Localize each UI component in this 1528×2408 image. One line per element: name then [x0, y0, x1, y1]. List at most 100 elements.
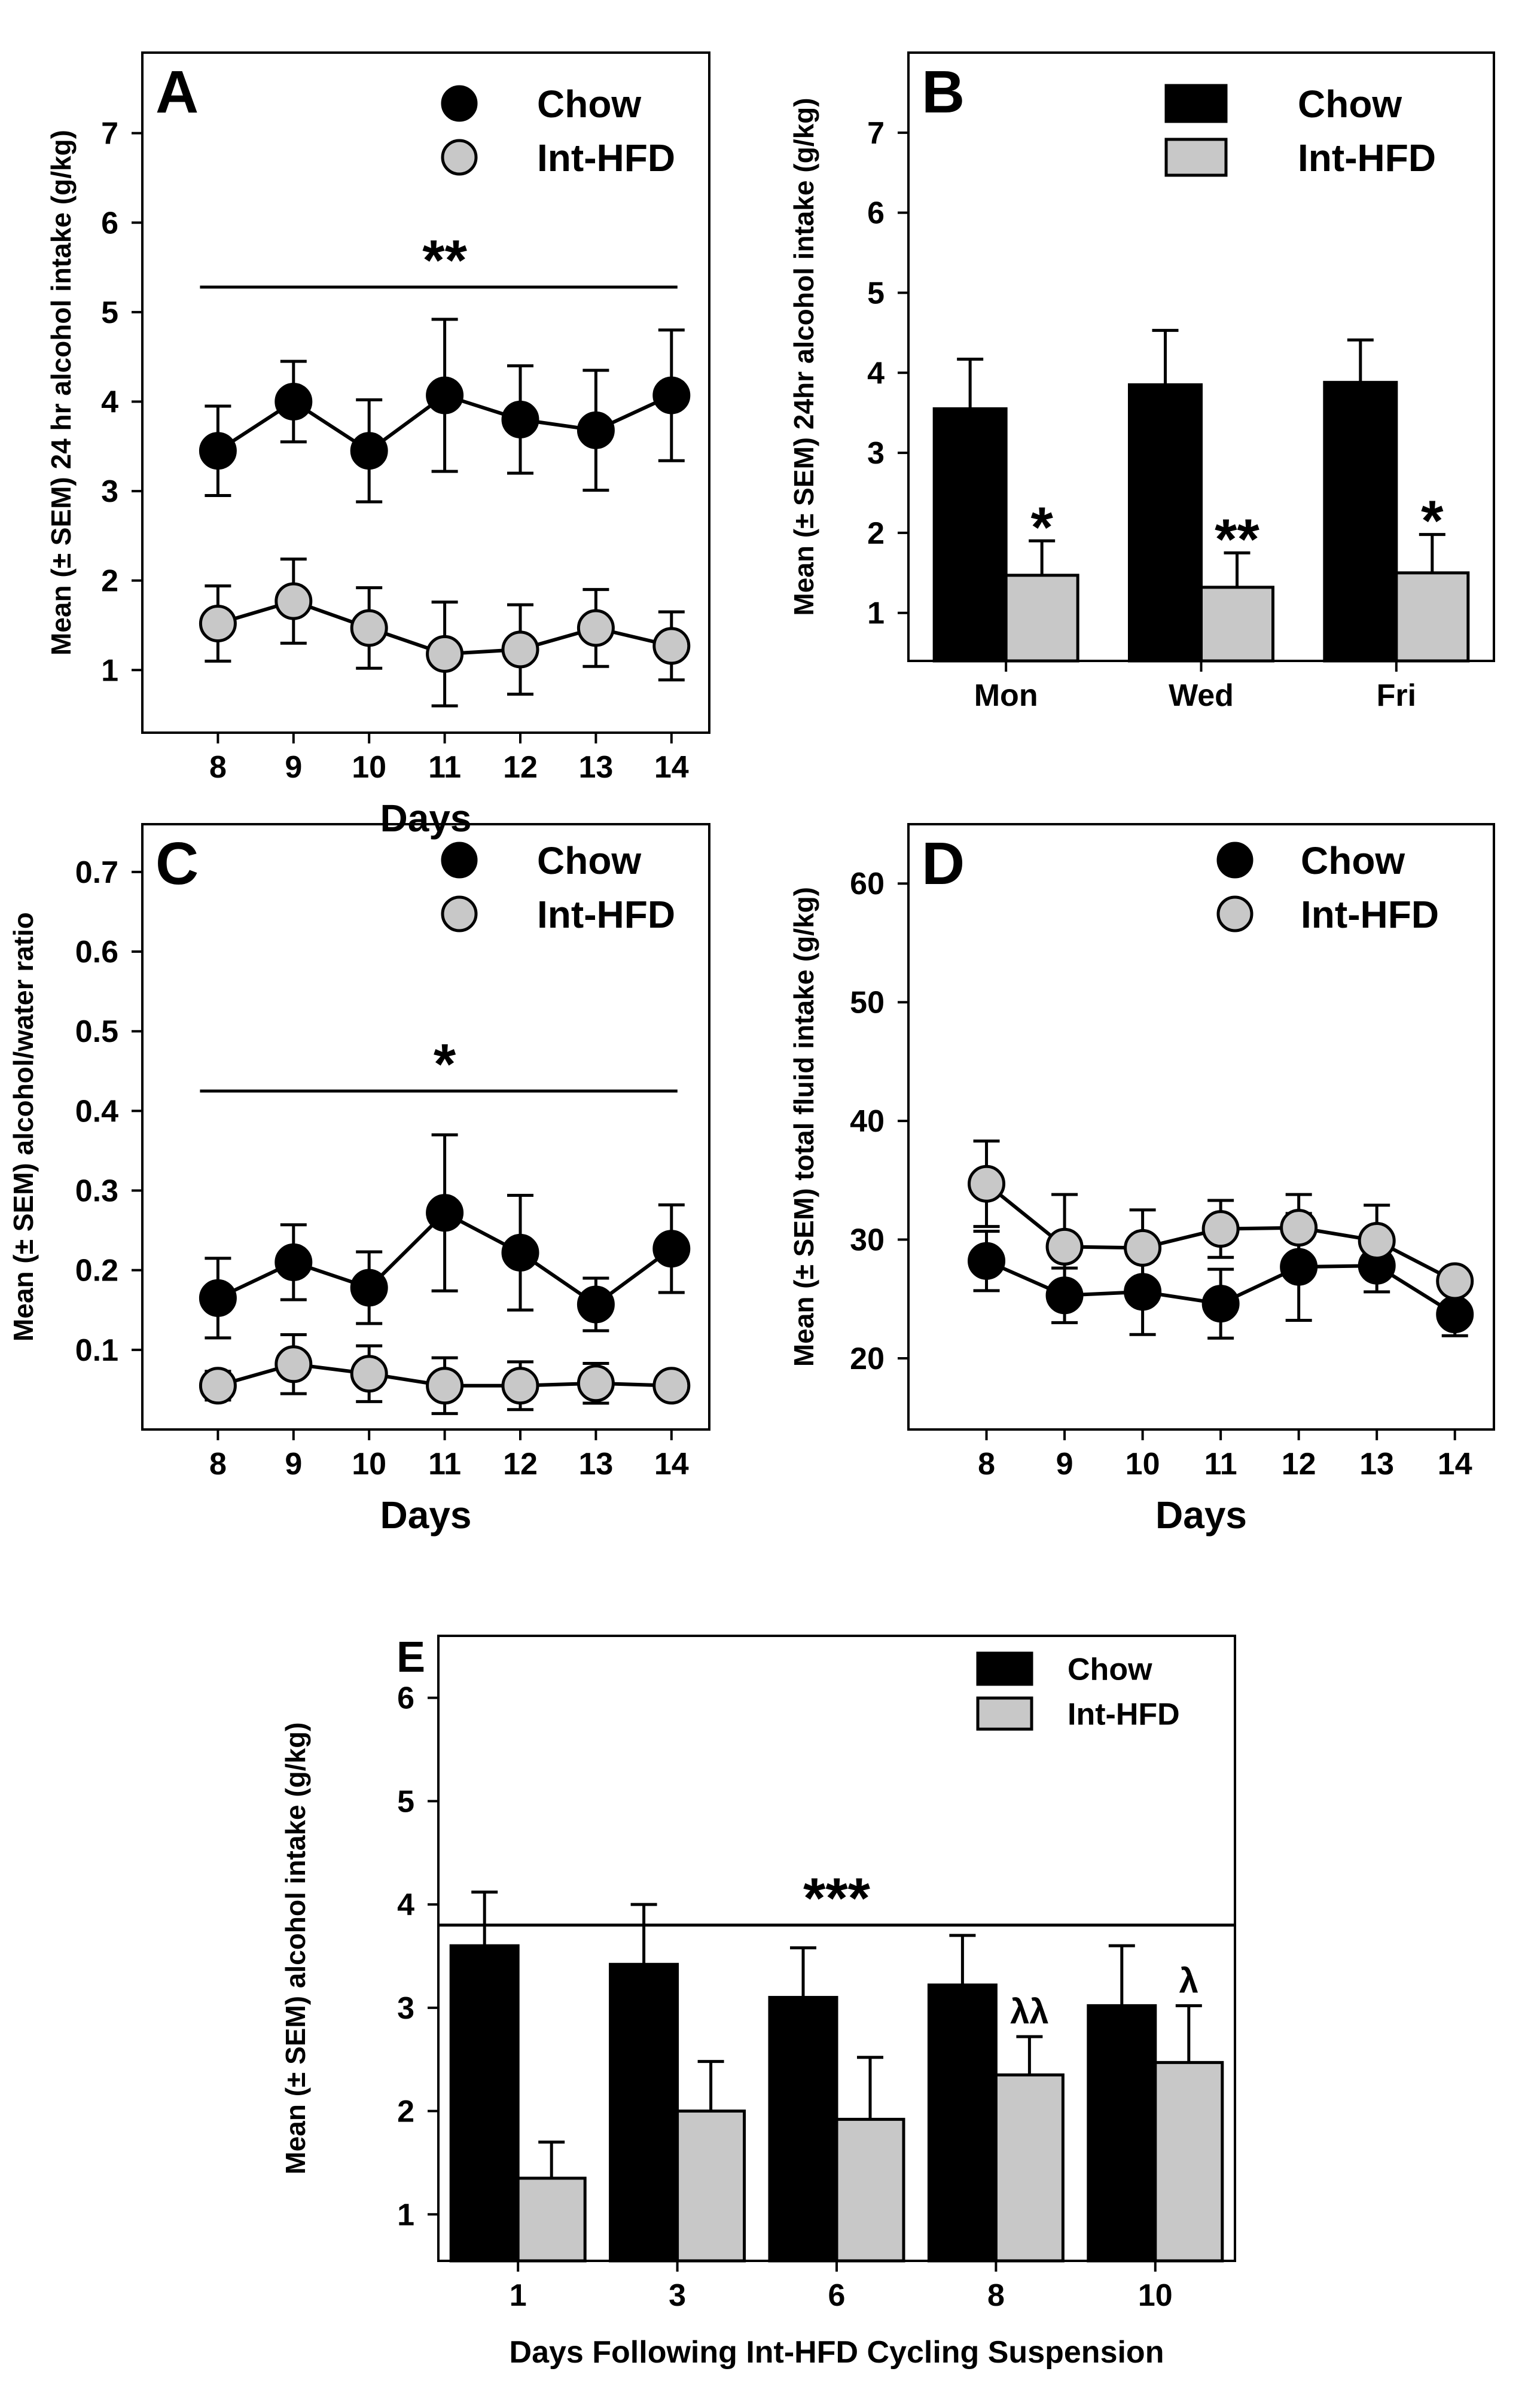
data-point — [350, 609, 388, 647]
x-tick-label: 3 — [669, 2278, 686, 2313]
series-int-hfd — [516, 2004, 1224, 2263]
y-tick-label: 50 — [850, 986, 885, 1020]
data-point — [1201, 1210, 1240, 1248]
legend-marker-chow — [1216, 842, 1253, 879]
y-tick-label: 4 — [101, 385, 118, 419]
data-point — [652, 1230, 691, 1268]
annotation-label: * — [1421, 489, 1444, 553]
x-tick-label: 10 — [352, 1447, 386, 1482]
data-point — [426, 376, 464, 414]
y-tick-label: 3 — [867, 436, 885, 471]
y-tick-label: 20 — [850, 1342, 885, 1376]
data-point — [1045, 1227, 1084, 1266]
x-tick-label: Mon — [974, 678, 1038, 713]
bar — [994, 2073, 1065, 2263]
data-point — [577, 1364, 615, 1403]
data-point — [1201, 1285, 1240, 1323]
y-tick-label: 3 — [397, 1991, 414, 2026]
data-point — [577, 609, 615, 647]
x-tick-label: 6 — [828, 2278, 846, 2313]
significance-label: ** — [422, 228, 467, 292]
series-int-hfd — [968, 1139, 1474, 1301]
y-tick-label: 7 — [867, 116, 885, 151]
panel-label: E — [397, 1633, 425, 1681]
panel-e: 1 2 3 4 5 6 1 3 6 8 10 Days Following Int-HFD Cycli… — [280, 1633, 1236, 2370]
y-tick-label: 1 — [867, 596, 885, 631]
data-point — [199, 1279, 237, 1317]
data-point — [1436, 1262, 1474, 1300]
panel-b: 1 2 3 4 5 6 7 Mon Wed Fri Mean (± SEM) 24hr alcoho… — [788, 51, 1495, 713]
data-point — [1436, 1296, 1474, 1334]
x-axis-title: Days — [380, 797, 472, 840]
x-tick-label: 12 — [503, 1447, 538, 1482]
panel-label: D — [922, 830, 965, 897]
y-tick-label: 40 — [850, 1104, 885, 1139]
y-tick-label: 0.5 — [75, 1014, 118, 1049]
y-tick-label: 30 — [850, 1223, 885, 1258]
data-point — [350, 1269, 388, 1307]
legend-label: Int-HFD — [1068, 1697, 1180, 1732]
legend-marker-int-hfd — [441, 895, 478, 932]
legend-label: Int-HFD — [1298, 136, 1436, 179]
legend-label: Chow — [537, 839, 641, 882]
x-tick-label: 11 — [1204, 1447, 1237, 1482]
data-point — [275, 1243, 313, 1281]
legend-swatch-int-hfd — [1164, 138, 1228, 177]
data-point — [199, 432, 237, 470]
legend-label: Chow — [1301, 839, 1405, 882]
x-tick-label: 14 — [654, 750, 689, 785]
data-point — [501, 1367, 539, 1405]
data-point — [968, 1165, 1006, 1203]
legend-label: Chow — [1298, 83, 1402, 126]
data-point — [1358, 1221, 1396, 1260]
series-chow — [449, 1890, 1157, 2263]
y-tick-label: 0.1 — [75, 1333, 118, 1368]
data-point — [577, 1285, 615, 1324]
x-tick-label: 12 — [503, 750, 538, 785]
y-tick-label: 2 — [101, 564, 118, 599]
y-tick-label: 0.3 — [75, 1174, 118, 1209]
panel-label: B — [922, 59, 965, 126]
y-tick-label: 4 — [397, 1888, 414, 1922]
y-axis-title: Mean (± SEM) alcohol/water ratio — [8, 912, 39, 1342]
significance-label: * — [434, 1032, 456, 1096]
y-tick-label: 6 — [867, 196, 885, 231]
y-tick-label: 2 — [867, 516, 885, 551]
legend-marker-chow — [441, 85, 478, 122]
x-tick-label: 10 — [1126, 1447, 1160, 1482]
legend-label: Chow — [1068, 1653, 1152, 1687]
y-tick-label: 0.6 — [75, 935, 118, 970]
y-tick-label: 7 — [101, 117, 118, 151]
data-point — [275, 582, 313, 620]
legend-marker-int-hfd — [1216, 895, 1253, 932]
x-tick-label: 9 — [1056, 1447, 1073, 1482]
data-point — [501, 1233, 539, 1272]
data-point — [1124, 1229, 1162, 1267]
series-chow — [932, 328, 1398, 663]
y-tick-label: 4 — [867, 356, 885, 391]
x-tick-label: 9 — [285, 750, 302, 785]
bar — [1200, 586, 1274, 663]
annotation-label: * — [1030, 495, 1053, 559]
data-point — [501, 400, 539, 438]
series-int-hfd — [199, 557, 691, 708]
x-tick-label: 13 — [578, 750, 613, 785]
legend-label: Int-HFD — [537, 136, 675, 179]
y-tick-label: 60 — [850, 867, 885, 901]
x-tick-label: 14 — [654, 1447, 689, 1482]
y-tick-label: 0.2 — [75, 1254, 118, 1288]
legend-label: Int-HFD — [537, 893, 675, 936]
x-axis-title: Days — [1155, 1493, 1247, 1537]
y-tick-label: 1 — [101, 653, 118, 688]
data-point — [350, 432, 388, 470]
bar — [1087, 2004, 1157, 2263]
y-tick-label: 5 — [397, 1784, 414, 1819]
panel-d: 20 30 40 50 60 8 9 10 11 12 13 14 Days Mean (± SEM) t… — [788, 823, 1495, 1537]
data-point — [577, 411, 615, 449]
data-point — [275, 382, 313, 420]
data-point — [652, 376, 691, 414]
bar — [609, 1962, 679, 2263]
significance-label: *** — [803, 1867, 871, 1931]
bar — [1128, 383, 1203, 663]
